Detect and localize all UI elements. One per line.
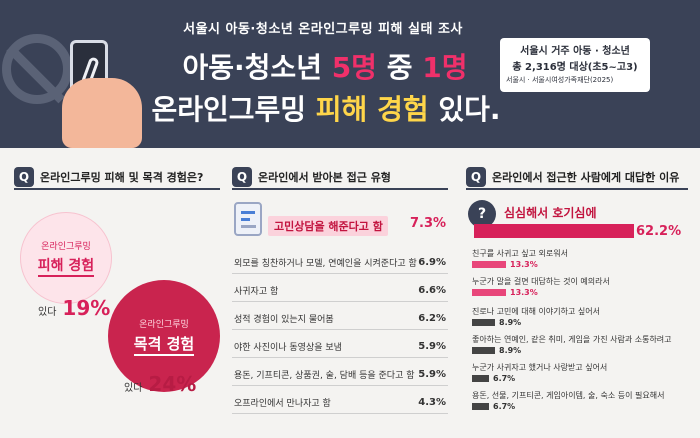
q-badge-icon: Q xyxy=(466,167,486,187)
hand-icon xyxy=(62,78,142,148)
victim-percent: 19% xyxy=(62,296,111,320)
approach-row: 용돈, 기프티콘, 상품권, 술, 담배 등을 준다고 함 5.9% xyxy=(232,364,448,386)
highlight-1: 1명 xyxy=(422,51,468,84)
reason-row: 친구를 사귀고 싶고 외로워서 13.3% xyxy=(472,249,568,269)
banner-subtitle: 서울시 아동·청소년 온라인그루밍 피해 실태 조사 xyxy=(183,22,463,37)
reason-top-value: 62.2% xyxy=(636,224,682,239)
approach-row: 외모를 칭찬하거나 모델, 연예인을 시켜준다고 함 6.9% xyxy=(232,252,448,274)
section-header-experience: Q 온라인그루밍 피해 및 목격 경험은? xyxy=(14,166,220,190)
reason-bar xyxy=(472,289,506,296)
witness-percent: 24% xyxy=(148,372,197,396)
section-header-reasons: Q 온라인에서 접근한 사람에게 대답한 이유 xyxy=(466,166,688,190)
victim-experience-stat: 있다 19% xyxy=(38,296,111,320)
reason-top-bar xyxy=(474,224,634,238)
witness-experience-stat: 있다 24% xyxy=(124,372,197,396)
approach-row: 성적 경험이 있는지 물어봄 6.2% xyxy=(232,308,448,330)
banner-title-line2: 온라인그루밍 피해 경험 있다. xyxy=(151,93,501,126)
reason-top-label: 심심해서 호기심에 xyxy=(504,206,597,220)
survey-count: 총 2,316명 대상(초5~고3) xyxy=(512,62,638,73)
reason-row: 누군가 사귀자고 했거나 사랑받고 싶어서 6.7% xyxy=(472,363,608,383)
approach-top-value: 7.3% xyxy=(410,216,447,231)
section-title: 온라인에서 받아본 접근 유형 xyxy=(258,171,391,184)
q-badge-icon: Q xyxy=(232,167,252,187)
survey-source: 서울시 · 서울시여성가족재단(2025) xyxy=(506,76,614,84)
reason-bar xyxy=(472,403,489,410)
approach-top-item: 고민상담을 해준다고 함 7.3% xyxy=(232,198,448,240)
highlight-experience: 피해 경험 xyxy=(315,93,429,126)
section-title: 온라인그루밍 피해 및 목격 경험은? xyxy=(40,171,204,184)
q-badge-icon: Q xyxy=(14,167,34,187)
reason-bar xyxy=(472,319,495,326)
reason-bar xyxy=(472,261,506,268)
reason-bar xyxy=(472,375,489,382)
banner-title-line1: 아동·청소년 5명 중 1명 xyxy=(182,51,468,84)
survey-info-box: 서울시 거주 아동 · 청소년 총 2,316명 대상(초5~고3) 서울시 ·… xyxy=(500,38,650,92)
victim-experience-bubble: 온라인그루밍 피해 경험 xyxy=(20,212,112,304)
reason-row: 진로나 고민에 대해 이야기하고 싶어서 8.9% xyxy=(472,307,600,327)
approach-row: 야한 사진이나 동영상을 보냄 5.9% xyxy=(232,336,448,358)
reason-top-item: ? 심심해서 호기심에 62.2% xyxy=(466,198,688,240)
prohibit-icon xyxy=(2,34,72,104)
survey-target: 서울시 거주 아동 · 청소년 xyxy=(520,46,630,57)
reason-row: 누군가 말을 걸면 대답하는 것이 예의라서 13.3% xyxy=(472,277,610,297)
witness-experience-bubble: 온라인그루밍 목격 경험 xyxy=(108,280,220,392)
question-head-icon: ? xyxy=(468,200,496,228)
highlight-5: 5명 xyxy=(331,51,377,84)
chat-icon xyxy=(234,202,262,236)
section-title: 온라인에서 접근한 사람에게 대답한 이유 xyxy=(492,171,680,184)
reason-bar xyxy=(472,347,495,354)
header-banner: 서울시 아동·청소년 온라인그루밍 피해 실태 조사 아동·청소년 5명 중 1… xyxy=(0,0,700,148)
reason-row: 좋아하는 연예인, 같은 취미, 게임을 가진 사람과 소통하려고 8.9% xyxy=(472,335,672,355)
section-header-approach: Q 온라인에서 받아본 접근 유형 xyxy=(232,166,448,190)
approach-row: 오프라인에서 만나자고 함 4.3% xyxy=(232,392,448,414)
approach-row: 사귀자고 함 6.6% xyxy=(232,280,448,302)
approach-top-label: 고민상담을 해준다고 함 xyxy=(268,216,388,236)
reason-row: 용돈, 선물, 기프티콘, 게임아이템, 술, 숙소 등이 필요해서 6.7% xyxy=(472,391,665,411)
